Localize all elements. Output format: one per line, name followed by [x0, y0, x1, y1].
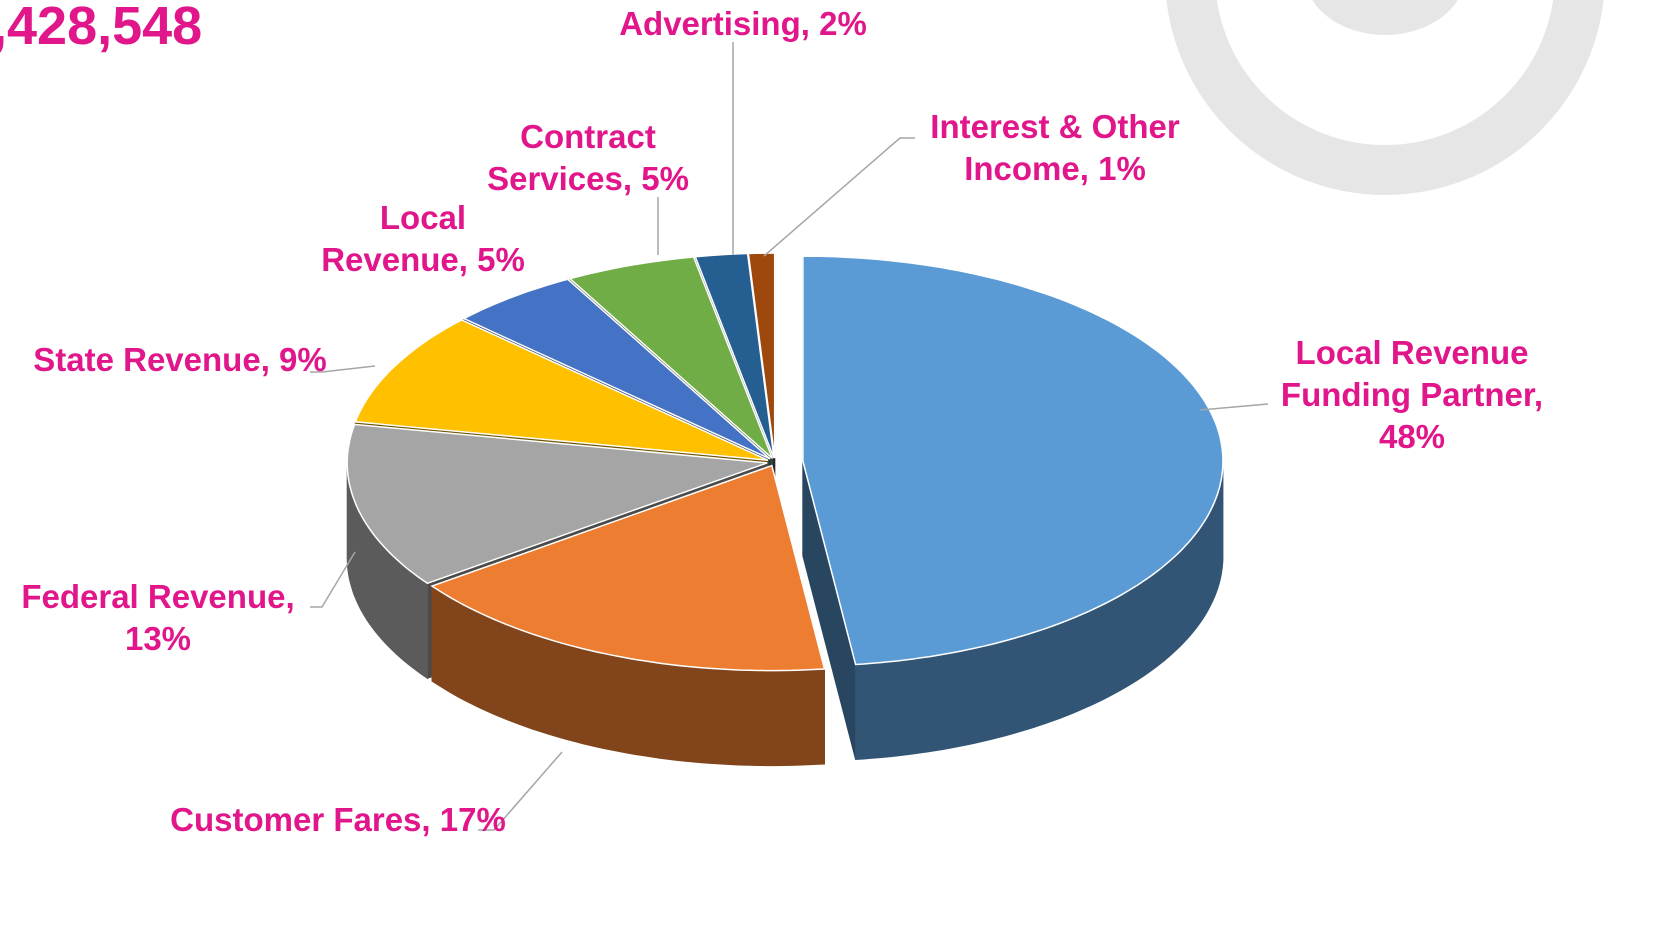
category-name: Local Revenue [321, 199, 467, 278]
chart-title: ,428,548 [0, 0, 203, 56]
leader-line [310, 365, 376, 373]
slice [568, 256, 773, 459]
data-label: Customer Fares, 17% [168, 799, 508, 841]
category-name: Customer Fares [170, 801, 422, 838]
slice [462, 278, 771, 460]
label-separator: , [800, 5, 810, 42]
leader-line [310, 551, 356, 608]
slice [747, 252, 776, 459]
label-separator: , [1079, 150, 1089, 187]
slice [802, 255, 1224, 666]
label-separator: , [1533, 376, 1544, 413]
slice [694, 252, 775, 459]
slice [354, 319, 769, 461]
label-separator: , [458, 241, 468, 278]
category-name: Interest & Other Income [930, 108, 1180, 187]
value-label: 17% [439, 801, 506, 838]
leader-line [478, 751, 563, 831]
data-label: Federal Revenue, 13% [0, 576, 331, 660]
value-label: 5% [477, 241, 525, 278]
data-label: State Revenue, 9% [30, 339, 330, 381]
leader-line [763, 137, 915, 257]
background-logo [1166, 0, 1604, 195]
label-separator: , [622, 160, 633, 197]
value-label: 1% [1098, 150, 1146, 187]
data-label: Contract Services, 5% [468, 116, 708, 200]
value-label: 48% [1378, 418, 1446, 455]
label-separator: , [260, 341, 270, 378]
category-name: Local Revenue Funding Partner [1280, 334, 1534, 413]
value-label: 5% [641, 160, 689, 197]
data-label: Advertising, 2% [583, 3, 903, 45]
category-name: Advertising [619, 5, 801, 42]
category-name: Contract Services [487, 118, 656, 197]
data-label: Interest & Other Income, 1% [905, 106, 1205, 190]
value-label: 9% [279, 341, 327, 378]
label-separator: , [285, 578, 295, 615]
data-label: Local Revenue, 5% [313, 197, 533, 281]
label-separator: , [421, 801, 431, 838]
slice [430, 464, 826, 672]
category-name: Federal Revenue [21, 578, 286, 615]
value-label: 13% [124, 620, 192, 657]
background-logo-center [1312, 0, 1458, 35]
category-name: State Revenue [33, 341, 261, 378]
data-label: Local Revenue Funding Partner, 48% [1247, 332, 1577, 458]
slice [346, 423, 768, 585]
value-label: 2% [819, 5, 867, 42]
leader-line [1199, 403, 1269, 411]
